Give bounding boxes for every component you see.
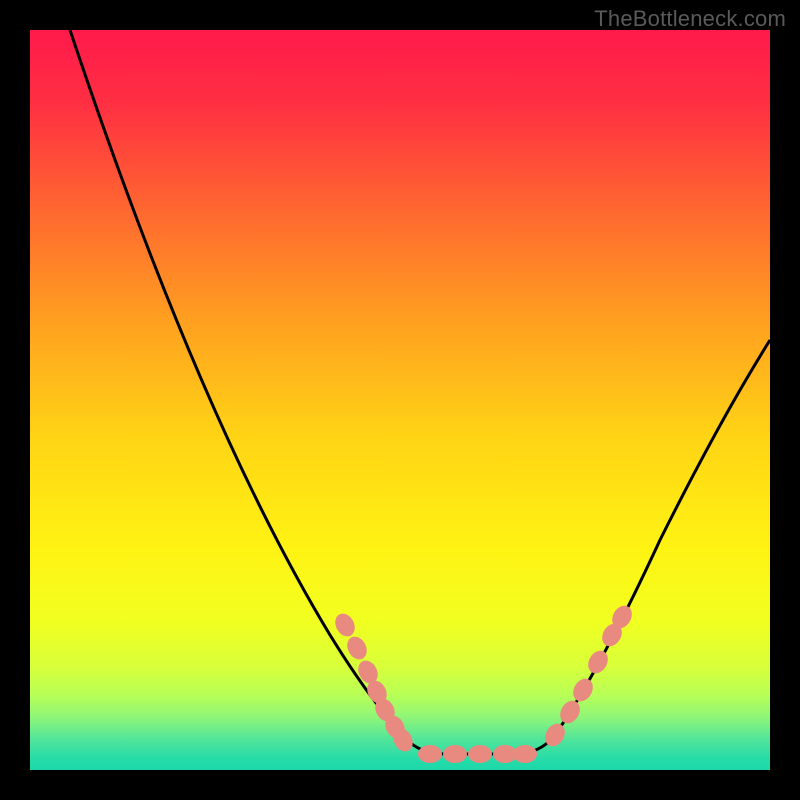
data-marker [468,745,492,763]
data-marker [443,745,467,763]
bottleneck-chart [0,0,800,800]
plot-background [30,30,770,770]
data-marker [418,745,442,763]
data-marker [513,745,537,763]
watermark-text: TheBottleneck.com [594,6,786,32]
chart-container: TheBottleneck.com [0,0,800,800]
